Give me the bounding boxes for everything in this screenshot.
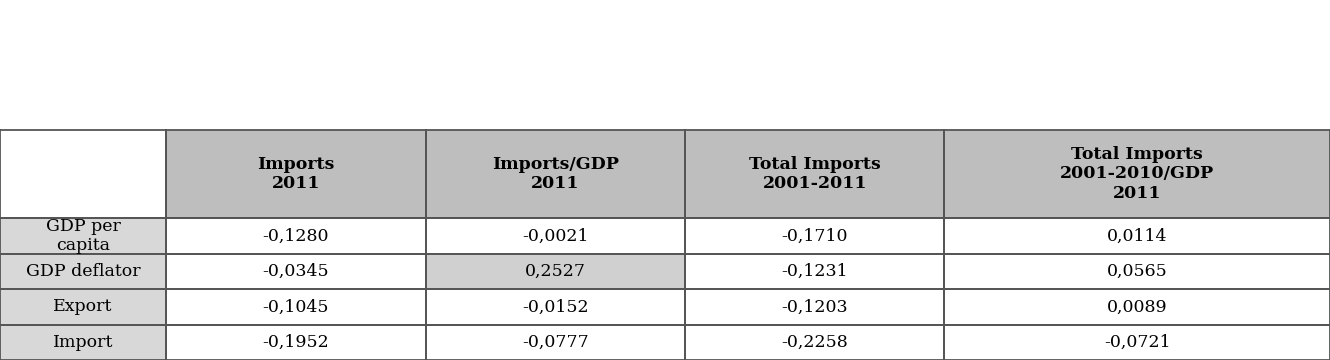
Bar (0, 219, 166, 254)
Bar (0, 130, 166, 219)
Text: -0,0152: -0,0152 (521, 298, 589, 315)
Text: -0,1952: -0,1952 (262, 334, 330, 351)
Bar (944, 289, 1330, 325)
Text: 0,0114: 0,0114 (1107, 228, 1168, 244)
Bar (685, 254, 944, 289)
Bar (944, 325, 1330, 360)
Text: 0,0565: 0,0565 (1107, 263, 1168, 280)
Bar (426, 254, 685, 289)
Text: Export: Export (53, 298, 113, 315)
Bar (426, 219, 685, 254)
Text: 0,2527: 0,2527 (525, 263, 585, 280)
Text: 0,0089: 0,0089 (1107, 298, 1168, 315)
Bar (426, 130, 685, 219)
Text: -0,1710: -0,1710 (782, 228, 849, 244)
Text: -0,1045: -0,1045 (263, 298, 330, 315)
Bar (685, 130, 944, 219)
Text: -0,1280: -0,1280 (263, 228, 330, 244)
Bar (166, 219, 426, 254)
Bar (166, 130, 426, 219)
Text: -0,1203: -0,1203 (781, 298, 849, 315)
Bar (0, 254, 166, 289)
Text: -0,0021: -0,0021 (521, 228, 588, 244)
Bar (426, 325, 685, 360)
Bar (685, 289, 944, 325)
Bar (166, 325, 426, 360)
Bar (685, 325, 944, 360)
Bar (944, 219, 1330, 254)
Bar (685, 219, 944, 254)
Text: Imports/GDP
2011: Imports/GDP 2011 (492, 156, 618, 192)
Text: -0,0777: -0,0777 (521, 334, 589, 351)
Text: GDP deflator: GDP deflator (25, 263, 141, 280)
Bar (944, 254, 1330, 289)
Bar (944, 130, 1330, 219)
Text: Imports
2011: Imports 2011 (257, 156, 335, 192)
Text: -0,0721: -0,0721 (1104, 334, 1170, 351)
Bar (0, 325, 166, 360)
Bar (166, 254, 426, 289)
Text: -0,0345: -0,0345 (262, 263, 330, 280)
Text: Total Imports
2001-2011: Total Imports 2001-2011 (749, 156, 880, 192)
Bar (0, 289, 166, 325)
Text: -0,1231: -0,1231 (781, 263, 849, 280)
Text: GDP per
capita: GDP per capita (45, 218, 121, 255)
Bar (166, 289, 426, 325)
Text: Total Imports
2001-2010/GDP
2011: Total Imports 2001-2010/GDP 2011 (1060, 146, 1214, 202)
Text: -0,2258: -0,2258 (781, 334, 849, 351)
Text: Import: Import (53, 334, 113, 351)
Bar (426, 289, 685, 325)
